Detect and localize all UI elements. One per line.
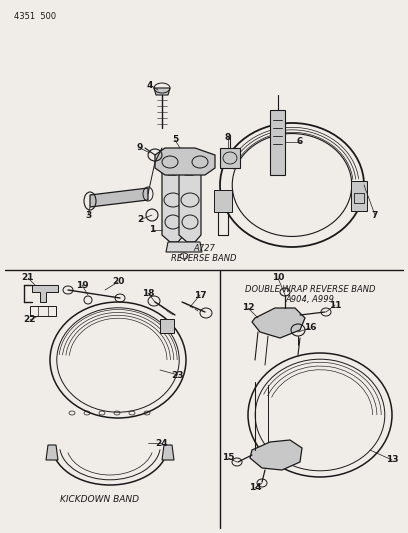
Text: A727
REVERSE BAND: A727 REVERSE BAND — [171, 244, 237, 263]
Text: 9: 9 — [137, 143, 143, 152]
Polygon shape — [270, 110, 285, 175]
Polygon shape — [354, 193, 364, 203]
Text: 8: 8 — [225, 133, 231, 141]
Text: 17: 17 — [194, 290, 206, 300]
Text: 14: 14 — [249, 483, 261, 492]
Text: 7: 7 — [372, 211, 378, 220]
Text: 20: 20 — [112, 278, 124, 287]
Polygon shape — [250, 440, 302, 470]
Text: 18: 18 — [142, 288, 154, 297]
Polygon shape — [90, 188, 148, 207]
Text: 13: 13 — [386, 456, 398, 464]
Text: 4351  500: 4351 500 — [14, 12, 56, 21]
Text: 23: 23 — [172, 370, 184, 379]
Text: 1: 1 — [149, 225, 155, 235]
Polygon shape — [46, 445, 58, 460]
Text: 6: 6 — [297, 138, 303, 147]
Polygon shape — [32, 285, 58, 302]
Polygon shape — [214, 190, 232, 212]
Text: 3: 3 — [85, 211, 91, 220]
Polygon shape — [162, 168, 184, 242]
Polygon shape — [162, 445, 174, 460]
Text: 2: 2 — [137, 215, 143, 224]
Polygon shape — [220, 148, 240, 168]
Polygon shape — [155, 148, 215, 175]
Text: 12: 12 — [242, 303, 254, 312]
Text: 16: 16 — [304, 324, 316, 333]
Text: 19: 19 — [76, 280, 88, 289]
Text: 21: 21 — [22, 273, 34, 282]
Polygon shape — [252, 308, 305, 338]
Polygon shape — [154, 88, 170, 95]
Text: 4: 4 — [147, 80, 153, 90]
Polygon shape — [179, 168, 201, 242]
Polygon shape — [160, 319, 174, 333]
Text: DOUBLE WRAP REVERSE BAND
A904, A999: DOUBLE WRAP REVERSE BAND A904, A999 — [245, 285, 375, 304]
Text: 22: 22 — [24, 316, 36, 325]
Text: 15: 15 — [222, 454, 234, 463]
Text: 5: 5 — [172, 135, 178, 144]
Text: KICKDOWN BAND: KICKDOWN BAND — [60, 496, 140, 505]
Text: 24: 24 — [156, 439, 169, 448]
Text: 10: 10 — [272, 273, 284, 282]
Text: 11: 11 — [329, 301, 341, 310]
Polygon shape — [166, 242, 202, 252]
Polygon shape — [351, 181, 367, 211]
